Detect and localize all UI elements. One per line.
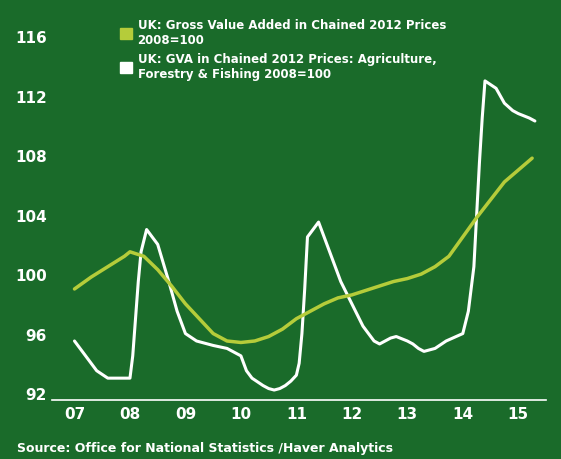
Text: Source: Office for National Statistics /Haver Analytics: Source: Office for National Statistics /… <box>17 442 393 454</box>
Legend: UK: Gross Value Added in Chained 2012 Prices
2008=100, UK: GVA in Chained 2012 P: UK: Gross Value Added in Chained 2012 Pr… <box>117 17 448 84</box>
